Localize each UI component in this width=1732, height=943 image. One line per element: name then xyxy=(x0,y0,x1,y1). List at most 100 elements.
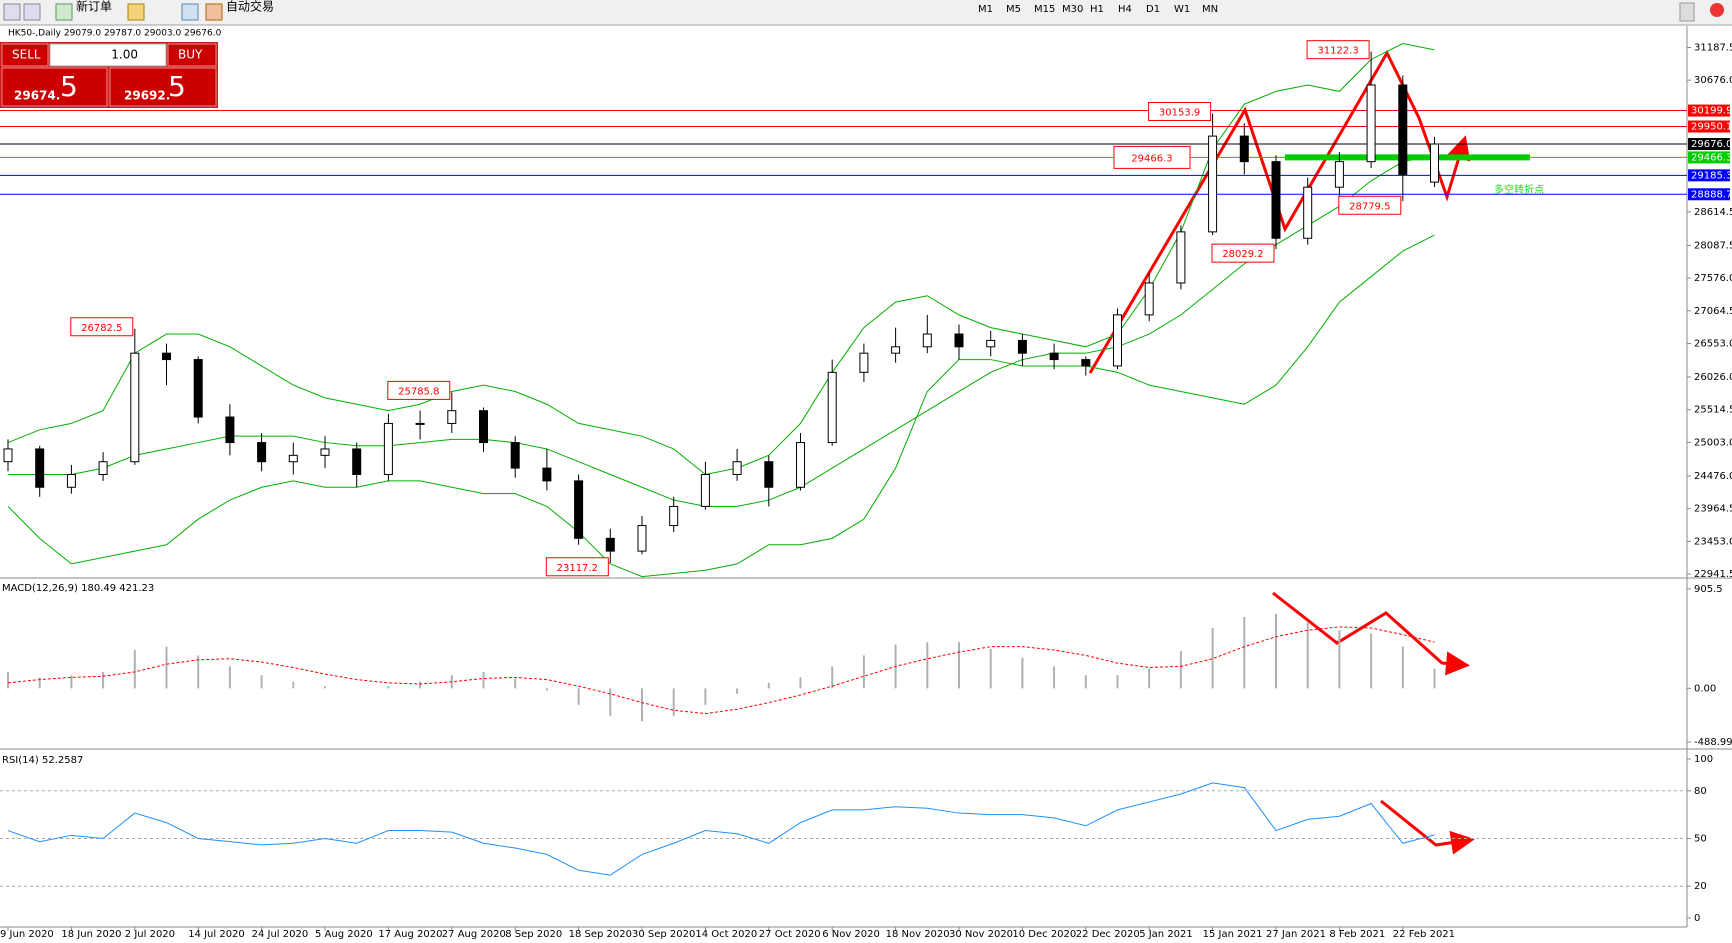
x-tick-label: 8 Feb 2021 xyxy=(1329,929,1385,939)
x-tick-label: 6 Nov 2020 xyxy=(822,929,880,939)
candle-body xyxy=(1303,186,1313,239)
x-tick-label: 8 Sep 2020 xyxy=(505,929,562,939)
timeframe[interactable]: M1 xyxy=(978,4,993,15)
timeframe[interactable]: H4 xyxy=(1118,4,1132,15)
x-tick-label: 9 Jun 2020 xyxy=(0,929,54,939)
candle-body xyxy=(320,448,330,456)
candle-body xyxy=(891,346,901,354)
x-tick-label: 17 Aug 2020 xyxy=(378,929,442,939)
timeframe[interactable]: D1 xyxy=(1146,4,1160,15)
annotation: 23117.2 xyxy=(557,563,598,574)
annotation-box xyxy=(1338,195,1402,215)
annotation-box xyxy=(1211,243,1275,263)
sell-price-box[interactable] xyxy=(1,67,108,107)
y-tick-label: 28087.5 xyxy=(1694,240,1732,251)
annotation-box xyxy=(387,380,451,400)
candle-body xyxy=(827,371,837,444)
candle-body xyxy=(1239,135,1249,163)
candle-body xyxy=(574,480,584,539)
sell-label[interactable]: SELL xyxy=(12,48,41,62)
y-tick-label: -488.99 xyxy=(1694,737,1732,748)
annotation: 29466.3 xyxy=(1131,153,1172,164)
timeframe[interactable]: H1 xyxy=(1090,4,1104,15)
candle-body xyxy=(1208,135,1218,233)
candle-body xyxy=(1113,314,1122,367)
search-icon[interactable] xyxy=(1679,2,1695,22)
sell-price-big[interactable]: 5 xyxy=(60,70,78,103)
candle-body xyxy=(162,352,171,361)
y-tick-label: 20 xyxy=(1694,881,1707,892)
candle-body xyxy=(288,454,298,463)
level-label-box xyxy=(1688,104,1730,117)
y-tick-label: 0 xyxy=(1694,913,1700,924)
level-label: 29950.1 xyxy=(1691,122,1732,133)
buy-price-big[interactable]: 5 xyxy=(168,70,186,103)
candle-body xyxy=(193,359,203,418)
y-tick-label: 27576.0 xyxy=(1694,273,1732,284)
y-tick-label: 27064.5 xyxy=(1694,306,1732,317)
x-tick-label: 18 Nov 2020 xyxy=(886,929,950,939)
y-tick-label: 23453.0 xyxy=(1694,536,1732,547)
candle-body xyxy=(1271,161,1281,239)
candle-body xyxy=(66,473,76,488)
y-tick-label: 24476.0 xyxy=(1694,471,1732,482)
level-label: 30199.9 xyxy=(1691,106,1732,117)
auto-trading[interactable]: 自动交易 xyxy=(226,0,274,14)
new-order-icon[interactable] xyxy=(55,3,73,21)
candle-body xyxy=(700,473,710,507)
timeframe[interactable]: W1 xyxy=(1174,4,1190,15)
buy-button[interactable] xyxy=(167,43,217,67)
auto-trading-icon[interactable] xyxy=(205,3,223,21)
y-tick-label: 28614.5 xyxy=(1694,207,1732,218)
y-tick-label: 31187.5 xyxy=(1694,43,1732,54)
tool-icon[interactable] xyxy=(3,3,21,21)
x-tick-label: 15 Jan 2021 xyxy=(1203,929,1263,939)
trade-panel: SELL 1.00 BUY 29674. 5 29692. 5 xyxy=(0,42,218,108)
new-order[interactable]: 新订单 xyxy=(76,0,112,14)
lot-value[interactable]: 1.00 xyxy=(111,48,138,62)
candle-body xyxy=(1334,161,1344,188)
tool-icon[interactable] xyxy=(181,3,199,21)
timeframe[interactable]: M5 xyxy=(1006,4,1021,15)
y-tick-label: 50 xyxy=(1694,834,1707,845)
level-label-box xyxy=(1688,169,1730,182)
x-tick-label: 14 Oct 2020 xyxy=(695,929,757,939)
candle-body xyxy=(130,352,140,463)
sell-price[interactable]: 29674. xyxy=(14,89,60,103)
y-tick-label: 23964.5 xyxy=(1694,504,1732,515)
candle-body xyxy=(859,352,869,373)
alert-icon[interactable] xyxy=(1710,3,1724,17)
x-tick-label: 18 Jun 2020 xyxy=(61,929,121,939)
y-tick-label: 100 xyxy=(1694,754,1713,765)
y-tick-label: 25514.5 xyxy=(1694,405,1732,416)
buy-price-box[interactable] xyxy=(109,67,217,107)
level-label-box xyxy=(1688,120,1730,133)
lot-input[interactable] xyxy=(49,43,167,67)
candle-body xyxy=(1398,84,1408,175)
candle-body xyxy=(1017,339,1027,354)
tool-icon[interactable] xyxy=(127,3,145,21)
candle-body xyxy=(764,461,774,488)
timeframe[interactable]: M30 xyxy=(1062,4,1083,15)
tool-icon[interactable] xyxy=(23,3,41,21)
candle-body xyxy=(415,422,425,425)
timeframe[interactable]: M15 xyxy=(1034,4,1055,15)
sell-button[interactable] xyxy=(1,43,49,67)
note: 多空转折点 xyxy=(1494,183,1544,196)
candle-body xyxy=(510,442,520,469)
timeframe[interactable]: MN xyxy=(1202,4,1218,15)
annotation-box xyxy=(545,557,609,577)
toolbar xyxy=(0,0,1732,25)
buy-price[interactable]: 29692. xyxy=(124,89,170,103)
candle-body xyxy=(383,422,393,475)
buy-label[interactable]: BUY xyxy=(178,48,203,62)
candle-body xyxy=(257,442,267,463)
y-tick-label: 22941.5 xyxy=(1694,569,1732,580)
candle-body xyxy=(1366,84,1376,163)
y-tick-label: 0.00 xyxy=(1694,683,1716,694)
macd-arrow xyxy=(1272,591,1470,676)
y-tick-label: 26553.0 xyxy=(1694,338,1732,349)
annotation-box xyxy=(1113,145,1191,169)
y-tick-label: 26026.0 xyxy=(1694,372,1732,383)
